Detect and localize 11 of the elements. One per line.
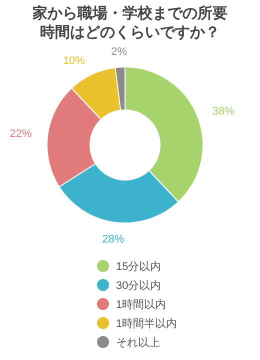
data-label: 10% bbox=[62, 54, 86, 67]
legend-label: 1時間半以内 bbox=[116, 317, 178, 330]
legend-label: 1時間以内 bbox=[116, 298, 166, 311]
legend-label: 15分以内 bbox=[116, 260, 162, 273]
legend-label: 30分以内 bbox=[116, 279, 162, 292]
data-label: 22% bbox=[10, 128, 32, 140]
chart-title: 家から職場・学校までの所要時間はどのくらいですか？ bbox=[32, 4, 228, 42]
data-label: 28% bbox=[102, 233, 124, 246]
data-label: 38% bbox=[212, 105, 235, 118]
legend-label: それ以上 bbox=[116, 336, 160, 349]
data-label: 2% bbox=[111, 46, 128, 58]
